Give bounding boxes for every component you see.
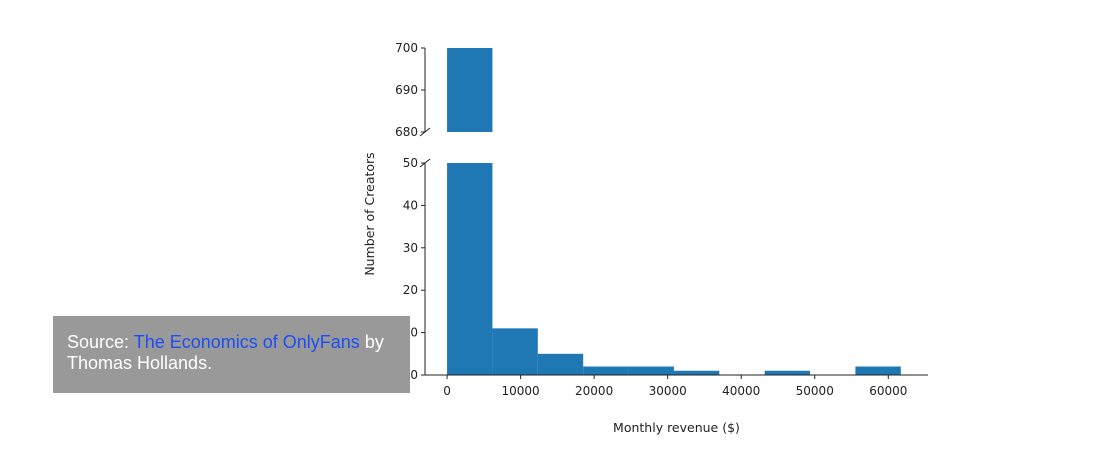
histogram-bar	[492, 328, 538, 375]
y-tick-label: 0	[410, 368, 418, 382]
x-tick-label: 40000	[722, 384, 760, 398]
x-axis-label: Monthly revenue ($)	[613, 420, 740, 435]
histogram-bar	[537, 353, 584, 375]
y-tick-label: 20	[403, 283, 418, 297]
y-tick-label: 680	[395, 125, 418, 139]
histogram-bar	[447, 163, 493, 375]
x-tick-label: 10000	[502, 384, 540, 398]
histogram-bar	[583, 366, 629, 375]
x-tick-label: 60000	[869, 384, 907, 398]
x-tick-label: 20000	[575, 384, 613, 398]
histogram-bar-upper	[447, 48, 493, 132]
y-tick-label: 690	[395, 83, 418, 97]
histogram-bar	[764, 370, 811, 375]
x-tick-label: 0	[443, 384, 451, 398]
source-caption: Source: The Economics of OnlyFans by Tho…	[53, 316, 410, 393]
caption-suffix: by Thomas Hollands.	[67, 332, 384, 373]
source-link[interactable]: The Economics of OnlyFans	[133, 332, 360, 352]
x-tick-label: 30000	[649, 384, 687, 398]
caption-prefix: Source:	[67, 332, 134, 352]
histogram-bar	[855, 366, 901, 375]
histogram-bar	[628, 366, 674, 375]
y-tick-label: 700	[395, 41, 418, 55]
y-tick-label: 40	[403, 198, 418, 212]
x-tick-label: 50000	[796, 384, 834, 398]
y-axis-label: Number of Creators	[362, 152, 377, 275]
histogram-bar	[673, 370, 720, 375]
y-tick-label: 30	[403, 241, 418, 255]
y-tick-label: 50	[403, 156, 418, 170]
